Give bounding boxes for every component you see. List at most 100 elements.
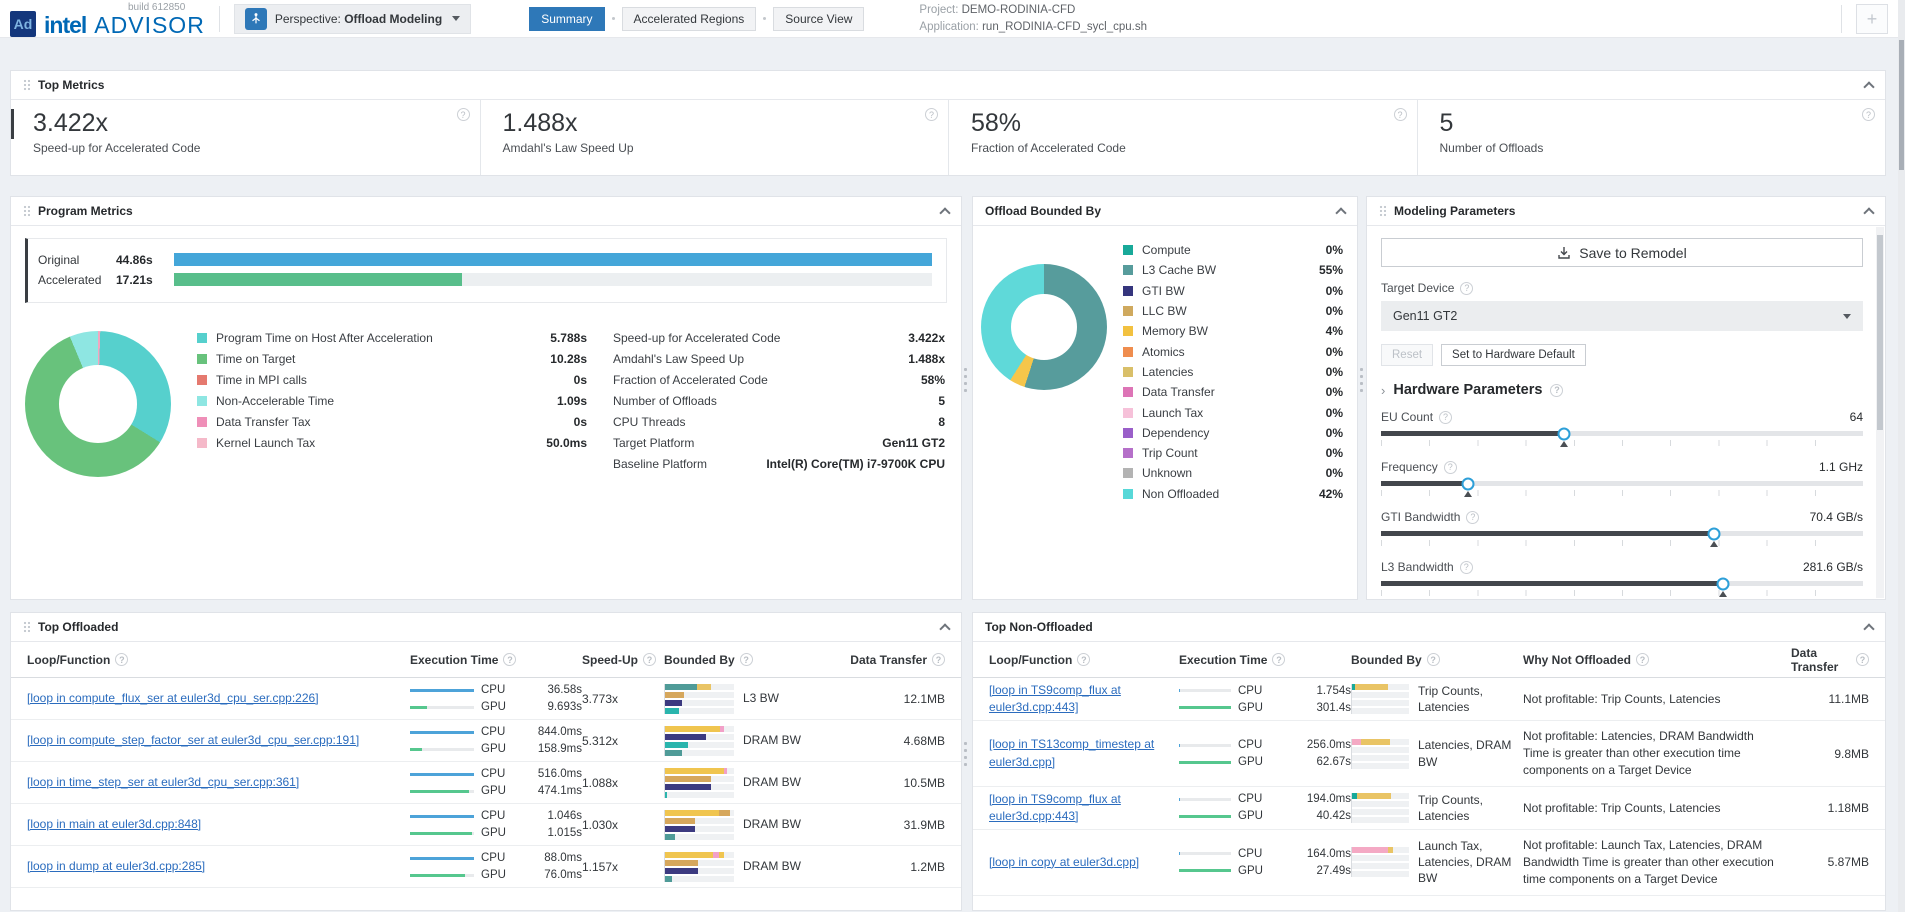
save-to-remodel-button[interactable]: Save to Remodel: [1381, 238, 1863, 267]
tab-source-view[interactable]: Source View: [773, 6, 865, 31]
help-icon[interactable]: [643, 653, 657, 666]
add-panel-button[interactable]: +: [1856, 3, 1888, 34]
help-icon[interactable]: [1862, 108, 1875, 121]
help-icon[interactable]: [1272, 653, 1286, 666]
bounded-by-bars: [664, 725, 734, 756]
data-transfer-cell: 9.8MB: [1834, 746, 1869, 761]
collapse-chevron-icon[interactable]: [1335, 207, 1347, 219]
slider-track[interactable]: [1381, 477, 1863, 490]
frequency-slider: Frequency 1.1 GHz: [1381, 460, 1863, 498]
page-scrollbar[interactable]: [1898, 0, 1905, 912]
execution-time-cell: CPU 1.046s GPU 1.015s: [410, 810, 582, 839]
execution-time-cell: CPU 516.0ms GPU 474.1ms: [410, 768, 582, 797]
scrollbar-thumb[interactable]: [1899, 40, 1904, 170]
collapse-chevron-icon[interactable]: [1863, 81, 1875, 93]
target-device-select[interactable]: Gen11 GT2: [1381, 301, 1863, 331]
scrollbar-thumb[interactable]: [1877, 235, 1883, 430]
legend-swatch: [1123, 387, 1133, 398]
help-icon[interactable]: [1856, 653, 1869, 666]
legend-swatch: [1123, 448, 1133, 459]
loop-link[interactable]: [loop in TS9comp_flux at euler3d.cpp:443…: [989, 682, 1121, 715]
execution-time-cell: CPU 36.58s GPU 9.693s: [410, 684, 582, 713]
legend-swatch: [1123, 366, 1133, 377]
divider: [218, 5, 220, 32]
legend-swatch: [1123, 245, 1133, 256]
chevron-down-icon: [1843, 313, 1851, 319]
help-icon[interactable]: [1636, 653, 1649, 666]
bounded-by-bars: [664, 683, 734, 714]
slider-track[interactable]: [1381, 427, 1863, 440]
application-value: run_RODINIA-CFD_sycl_cpu.sh: [982, 20, 1147, 33]
help-icon[interactable]: [739, 653, 753, 666]
target-device-label: Target Device: [1381, 281, 1455, 295]
loop-link[interactable]: [loop in compute_step_factor_ser at eule…: [27, 732, 360, 747]
tab-summary[interactable]: Summary: [529, 6, 605, 31]
bar-value: 44.86s: [116, 252, 153, 267]
drag-handle[interactable]: [23, 205, 30, 217]
advisor-badge-icon: Ad: [10, 10, 36, 37]
loop-link[interactable]: [loop in TS9comp_flux at euler3d.cpp:443…: [989, 791, 1121, 823]
panel-scrollbar[interactable]: [1876, 227, 1884, 598]
build-number: build 612850: [128, 1, 186, 13]
slider-track[interactable]: [1381, 577, 1863, 590]
bounded-by-bars: [1351, 792, 1409, 823]
bounded-by-donut-chart: [981, 264, 1107, 390]
panel-resize-handle[interactable]: [1360, 368, 1364, 392]
help-icon[interactable]: [1426, 653, 1440, 666]
eu-count-slider: EU Count 64: [1381, 410, 1863, 448]
drag-handle[interactable]: [1379, 205, 1386, 217]
panel-resize-handle[interactable]: [964, 368, 968, 392]
help-icon[interactable]: [503, 653, 517, 666]
collapse-chevron-icon[interactable]: [939, 207, 951, 219]
legend-swatch: [197, 374, 207, 385]
loop-link[interactable]: [loop in copy at euler3d.cpp]: [989, 854, 1140, 869]
collapse-chevron-icon[interactable]: [939, 623, 951, 635]
loop-link[interactable]: [loop in dump at euler3d.cpp:285]: [27, 858, 206, 873]
slider-track[interactable]: [1381, 527, 1863, 540]
reset-button[interactable]: Reset: [1381, 344, 1434, 366]
help-icon[interactable]: [1550, 383, 1564, 397]
set-to-hardware-default-button[interactable]: Set to Hardware Default: [1441, 344, 1586, 366]
help-icon[interactable]: [932, 653, 945, 666]
drag-handle[interactable]: [23, 79, 30, 91]
execution-time-cell: CPU 256.0ms GPU 62.67s: [1179, 739, 1351, 768]
data-transfer-cell: 11.1MB: [1828, 692, 1869, 707]
drag-handle[interactable]: [23, 621, 30, 633]
panel-title: Modeling Parameters: [1394, 204, 1516, 218]
legend-swatch: [197, 395, 207, 406]
metric-label: Number of Offloads: [1439, 141, 1544, 155]
help-icon[interactable]: [1439, 410, 1453, 424]
loop-link[interactable]: [loop in main at euler3d.cpp:848]: [27, 816, 202, 831]
perspective-selector[interactable]: Perspective: Offload Modeling: [233, 3, 472, 34]
slider-value: 64: [1849, 410, 1863, 424]
help-icon[interactable]: [925, 108, 938, 121]
tab-accelerated-regions[interactable]: Accelerated Regions: [621, 6, 757, 31]
help-icon[interactable]: [1466, 510, 1480, 524]
loop-link[interactable]: [loop in time_step_ser at euler3d_cpu_se…: [27, 774, 300, 789]
project-value: DEMO-RODINIA-CFD: [961, 3, 1076, 16]
metric-label: Fraction of Accelerated Code: [971, 141, 1126, 155]
help-icon[interactable]: [1077, 653, 1091, 666]
tab-separator-dot: [611, 17, 615, 20]
collapse-chevron-icon[interactable]: [1863, 207, 1875, 219]
slider-ticks: [1381, 438, 1863, 448]
bar-label: Original: [38, 252, 80, 267]
execution-time-cell: CPU 88.0ms GPU 76.0ms: [410, 852, 582, 881]
expand-arrow-icon[interactable]: ›: [1381, 382, 1386, 398]
bounded-by-bars: [1351, 847, 1409, 878]
help-icon[interactable]: [1393, 108, 1407, 121]
help-icon[interactable]: [456, 108, 470, 121]
help-icon[interactable]: [115, 653, 129, 666]
legend-swatch: [1123, 326, 1133, 337]
help-icon[interactable]: [1443, 460, 1457, 474]
advisor-brand: ADVISOR: [94, 11, 205, 38]
loop-link[interactable]: [loop in TS13comp_timestep at euler3d.cp…: [989, 737, 1155, 769]
divider: [1841, 4, 1842, 33]
panel-resize-handle[interactable]: [964, 742, 968, 766]
legend-swatch: [1123, 468, 1133, 479]
collapse-chevron-icon[interactable]: [1863, 623, 1875, 635]
help-icon[interactable]: [1460, 281, 1474, 295]
execution-time-cell: CPU 194.0ms GPU 40.42s: [1179, 793, 1351, 822]
loop-link[interactable]: [loop in compute_flux_ser at euler3d_cpu…: [27, 690, 319, 705]
help-icon[interactable]: [1459, 560, 1473, 574]
